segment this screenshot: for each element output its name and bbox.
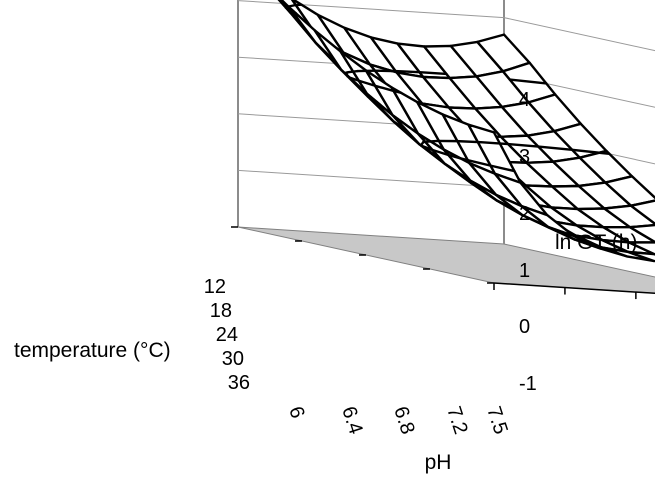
z-tick-label: 4: [519, 89, 530, 111]
contour-segment: [291, 10, 298, 15]
contour-segment: [455, 139, 482, 144]
contour-segment: [284, 3, 297, 9]
contour-segment: [357, 79, 377, 87]
contour-segment: [425, 139, 439, 143]
x-axis-title: pH: [425, 451, 452, 474]
contour-segment: [394, 69, 421, 74]
axis-ticks: [231, 226, 655, 300]
surface-cell: [628, 223, 655, 244]
contour-segment: [420, 144, 434, 152]
contour-segment: [598, 151, 611, 156]
surface-cell: [603, 204, 655, 229]
z-tick-label: 1: [519, 260, 530, 282]
y-axis-title: temperature (°C): [14, 339, 171, 362]
surface-cell: [629, 199, 655, 226]
x-axis-line: [493, 282, 655, 295]
z-tick-label: 0: [519, 316, 530, 338]
floor-plane-fill: [237, 226, 655, 294]
contour-segment: [347, 69, 359, 74]
surface-cell: [602, 225, 655, 244]
contour-segment: [508, 78, 548, 85]
contour-segment: [346, 74, 351, 79]
contour-segment: [447, 153, 462, 160]
contour-segment: [489, 164, 516, 173]
contour-segment: [418, 70, 448, 76]
y-tick-label: 36: [228, 372, 250, 394]
x-tick-label: 7.2: [442, 404, 472, 437]
contour-segment: [348, 76, 361, 82]
contour-segment: [537, 145, 574, 152]
x-tick-label: 6.8: [389, 404, 419, 437]
y-tick-label: 18: [210, 300, 232, 322]
surface-cell: [604, 175, 655, 207]
contour-segment: [373, 84, 395, 93]
contour-lines: [284, 3, 611, 173]
contour-segment: [479, 140, 510, 146]
contour-segment: [570, 148, 601, 154]
x-tick-label: 7.5: [482, 404, 512, 437]
y-tick-label: 12: [204, 276, 226, 298]
contour-segment: [506, 142, 540, 148]
surface-cell: [626, 250, 655, 263]
contour-segment: [392, 89, 403, 95]
y-tick-label: 30: [222, 348, 244, 370]
z-tick-label: 2: [519, 203, 530, 225]
box-edge: [504, 0, 655, 17]
z-axis-title: ln GT (h): [555, 231, 637, 254]
z-tick-label: -1: [519, 373, 537, 395]
y-tick-label: 24: [216, 324, 238, 346]
surface-cell: [627, 241, 655, 256]
x-tick-label: 6.4: [337, 404, 367, 437]
floor-plane: [237, 226, 655, 294]
contour-segment: [459, 157, 469, 162]
z-tick-label: 3: [519, 146, 530, 168]
z-gridline: [237, 0, 655, 52]
contour-segment: [284, 6, 294, 14]
x-tick-label: 6: [284, 404, 308, 421]
contour-segment: [466, 158, 492, 167]
contour-segment: [431, 148, 450, 157]
surface-mesh: [277, 0, 655, 263]
